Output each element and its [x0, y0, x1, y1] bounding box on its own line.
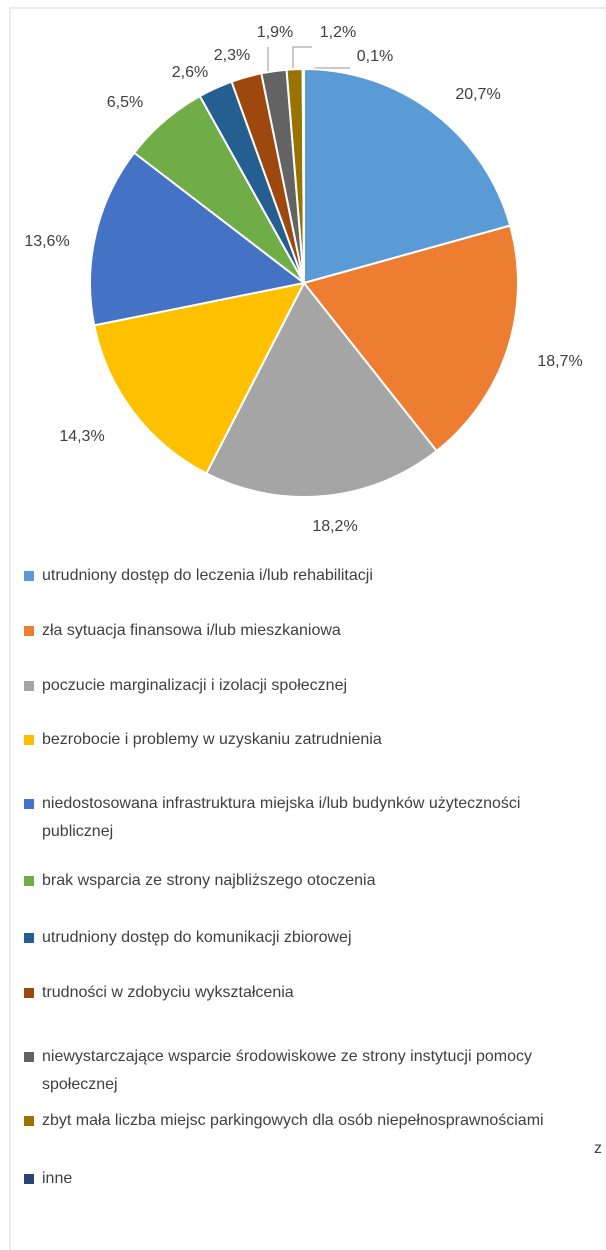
- legend-item: inne: [24, 1165, 594, 1193]
- legend-swatch: [24, 876, 34, 886]
- stray-text: z: [594, 1140, 602, 1157]
- legend-label: niedostosowana infrastruktura miejska i/…: [42, 795, 521, 840]
- legend-swatch: [24, 988, 34, 998]
- pie-slice: [302, 224, 519, 453]
- legend-swatch: [24, 1116, 34, 1126]
- legend-swatch: [24, 1052, 34, 1062]
- legend-item: utrudniony dostęp do leczenia i/lub reha…: [24, 562, 594, 590]
- legend-swatch: [24, 799, 34, 809]
- data-label: 2,3%: [214, 47, 250, 64]
- legend-label: zła sytuacja finansowa i/lub mieszkaniow…: [42, 622, 341, 639]
- data-label: 1,9%: [257, 24, 293, 41]
- pie-slice: [93, 281, 306, 475]
- legend-item: poczucie marginalizacji i izolacji społe…: [24, 672, 594, 700]
- data-label: 18,7%: [537, 353, 582, 370]
- legend-swatch: [24, 735, 34, 745]
- legend-label: utrudniony dostęp do leczenia i/lub reha…: [42, 567, 373, 584]
- data-label: 18,2%: [312, 518, 357, 535]
- legend-item: bezrobocie i problemy w uzyskaniu zatrud…: [24, 726, 594, 754]
- legend-item: brak wsparcia ze strony najbliższego oto…: [24, 867, 594, 895]
- data-label: 13,6%: [24, 233, 69, 250]
- data-label: 0,1%: [357, 48, 393, 65]
- legend-swatch: [24, 571, 34, 581]
- pie-slice: [204, 281, 439, 498]
- legend-item: trudności w zdobyciu wykształcenia: [24, 979, 594, 1007]
- legend-label: niewystarczające wsparcie środowiskowe z…: [42, 1048, 532, 1093]
- data-label: 6,5%: [107, 94, 143, 111]
- legend-swatch: [24, 681, 34, 691]
- legend-item: utrudniony dostęp do komunikacji zbiorow…: [24, 924, 594, 952]
- legend-swatch: [24, 626, 34, 636]
- legend-label: brak wsparcia ze strony najbliższego oto…: [42, 872, 376, 889]
- leader-line: [292, 46, 312, 73]
- pie-slice: [301, 67, 305, 284]
- pie-slice: [303, 67, 512, 285]
- legend-label: zbyt mała liczba miejsc parkingowych dla…: [42, 1112, 544, 1129]
- legend-swatch: [24, 1174, 34, 1184]
- legend-item: niedostosowana infrastruktura miejska i/…: [24, 790, 584, 846]
- chart-frame: [9, 7, 606, 1250]
- legend-label: inne: [42, 1170, 73, 1187]
- data-label: 2,6%: [172, 64, 208, 81]
- data-label: 1,2%: [320, 24, 356, 41]
- pie-slice: [89, 151, 307, 327]
- data-label: 20,7%: [455, 86, 500, 103]
- data-label: 14,3%: [59, 428, 104, 445]
- legend-item: zła sytuacja finansowa i/lub mieszkaniow…: [24, 617, 594, 645]
- legend-label: poczucie marginalizacji i izolacji społe…: [42, 677, 348, 694]
- legend-swatch: [24, 933, 34, 943]
- legend-item: niewystarczające wsparcie środowiskowe z…: [24, 1043, 544, 1099]
- legend-label: bezrobocie i problemy w uzyskaniu zatrud…: [42, 731, 382, 748]
- legend-label: utrudniony dostęp do komunikacji zbiorow…: [42, 929, 352, 946]
- legend-item: zbyt mała liczba miejsc parkingowych dla…: [24, 1107, 544, 1135]
- legend-label: trudności w zdobyciu wykształcenia: [42, 984, 294, 1001]
